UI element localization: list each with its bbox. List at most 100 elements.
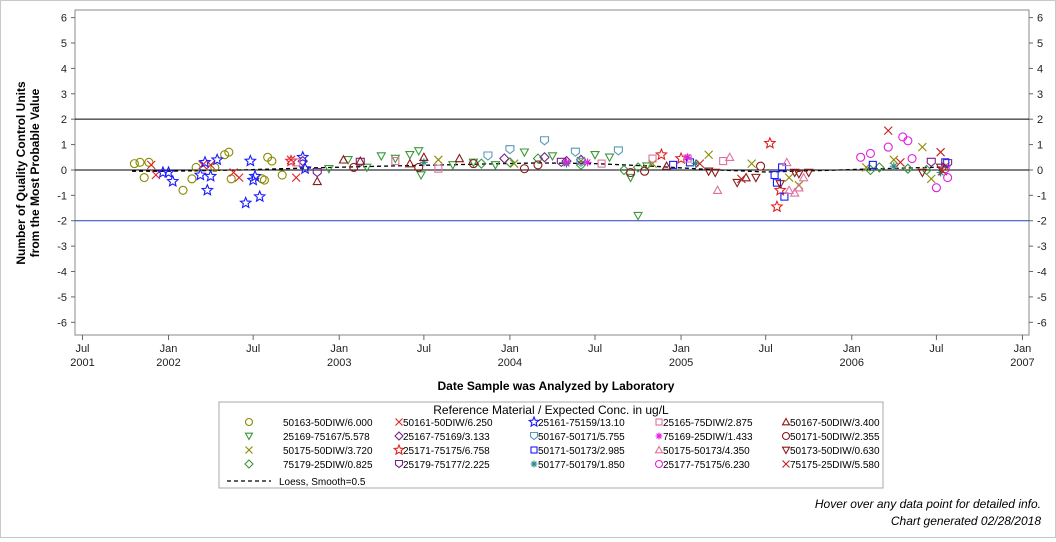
data-point[interactable] (135, 157, 145, 167)
data-point[interactable] (691, 159, 700, 168)
data-point[interactable] (323, 164, 334, 174)
data-point[interactable] (433, 155, 443, 165)
data-point[interactable] (917, 168, 928, 178)
data-point[interactable] (539, 151, 550, 163)
data-point[interactable] (298, 161, 312, 175)
data-point[interactable] (793, 170, 804, 179)
data-point[interactable] (414, 162, 424, 172)
data-point[interactable] (917, 142, 927, 152)
data-point[interactable] (597, 159, 606, 168)
data-point[interactable] (161, 165, 176, 179)
data-point[interactable] (539, 136, 550, 146)
data-point[interactable] (259, 175, 269, 185)
data-point[interactable] (741, 172, 752, 182)
data-point[interactable] (361, 163, 372, 173)
data-point[interactable] (413, 147, 424, 157)
data-point[interactable] (404, 158, 415, 168)
data-point[interactable] (683, 153, 692, 162)
data-point[interactable] (547, 152, 558, 162)
data-point[interactable] (418, 152, 429, 162)
data-point[interactable] (312, 176, 323, 186)
data-point[interactable] (936, 147, 946, 157)
data-point[interactable] (570, 147, 580, 157)
data-point[interactable] (781, 157, 792, 167)
data-point[interactable] (770, 170, 779, 180)
data-point[interactable] (750, 173, 761, 183)
data-point[interactable] (926, 174, 936, 184)
data-point[interactable] (416, 171, 426, 181)
data-point[interactable] (625, 173, 636, 183)
data-point[interactable] (883, 142, 893, 152)
data-point[interactable] (778, 163, 787, 172)
data-point[interactable] (499, 153, 510, 164)
data-point[interactable] (583, 158, 592, 167)
data-point[interactable] (292, 158, 301, 167)
data-point[interactable] (732, 178, 743, 188)
data-point[interactable] (505, 145, 515, 155)
data-point[interactable] (193, 168, 207, 181)
data-point[interactable] (490, 161, 501, 171)
data-point[interactable] (938, 166, 948, 176)
data-point[interactable] (454, 153, 465, 163)
data-point[interactable] (889, 155, 899, 165)
data-point[interactable] (198, 155, 212, 168)
data-point[interactable] (267, 156, 277, 166)
data-point[interactable] (239, 196, 253, 209)
data-point[interactable] (151, 170, 161, 180)
data-point[interactable] (775, 180, 786, 190)
data-point[interactable] (234, 173, 244, 182)
data-point[interactable] (903, 136, 913, 146)
data-point[interactable] (773, 183, 787, 196)
data-point[interactable] (519, 164, 529, 174)
data-point[interactable] (604, 153, 615, 163)
data-point[interactable] (390, 154, 401, 164)
data-point[interactable] (204, 169, 218, 182)
data-point[interactable] (146, 160, 156, 170)
data-point[interactable] (590, 150, 600, 160)
data-point[interactable] (724, 152, 735, 162)
data-point[interactable] (224, 147, 234, 157)
data-point[interactable] (618, 164, 630, 176)
data-point[interactable] (483, 151, 493, 161)
data-point[interactable] (756, 161, 766, 171)
data-point[interactable] (695, 159, 705, 169)
data-point[interactable] (780, 192, 789, 201)
data-point[interactable] (349, 162, 359, 172)
data-point[interactable] (533, 160, 543, 170)
data-point[interactable] (940, 164, 950, 174)
data-point[interactable] (902, 163, 914, 174)
data-point[interactable] (509, 159, 519, 169)
data-point[interactable] (926, 157, 936, 168)
data-point[interactable] (712, 185, 723, 195)
data-point[interactable] (248, 169, 262, 182)
data-point[interactable] (943, 159, 953, 169)
data-point[interactable] (907, 153, 917, 164)
data-point[interactable] (633, 211, 643, 221)
data-point[interactable] (868, 160, 877, 169)
data-point[interactable] (669, 160, 678, 169)
data-point[interactable] (338, 154, 349, 164)
data-point[interactable] (139, 173, 149, 183)
data-point[interactable] (798, 172, 809, 182)
data-point[interactable] (772, 178, 781, 187)
data-point[interactable] (291, 173, 301, 182)
data-point[interactable] (166, 174, 180, 188)
data-point[interactable] (562, 158, 571, 167)
data-point[interactable] (784, 173, 794, 182)
data-point[interactable] (883, 126, 893, 135)
data-point[interactable] (632, 162, 644, 173)
data-point[interactable] (355, 155, 366, 165)
data-point[interactable] (931, 183, 941, 193)
data-point[interactable] (784, 185, 795, 195)
data-point[interactable] (243, 154, 257, 167)
data-point[interactable] (896, 157, 905, 167)
data-point[interactable] (747, 159, 757, 169)
data-point[interactable] (576, 157, 586, 168)
data-point[interactable] (640, 166, 650, 176)
data-point[interactable] (803, 168, 814, 178)
data-point[interactable] (737, 174, 746, 184)
data-point[interactable] (404, 150, 415, 160)
data-point[interactable] (419, 158, 428, 167)
data-point[interactable] (200, 183, 214, 196)
data-point[interactable] (703, 167, 714, 177)
